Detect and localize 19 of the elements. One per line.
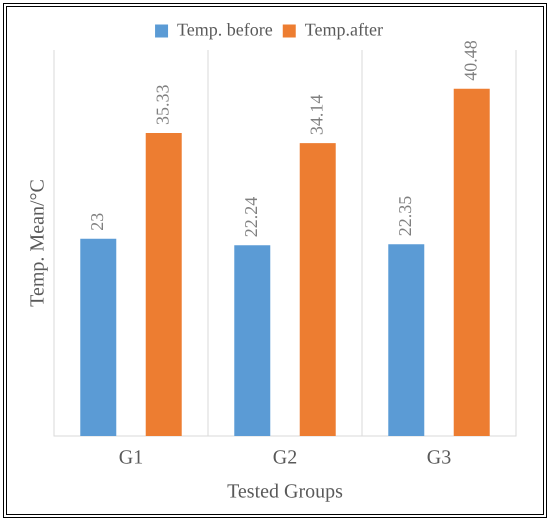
data-label: 23	[87, 212, 108, 231]
bar	[80, 238, 116, 436]
data-label: 35.33	[152, 84, 172, 125]
y-axis-title: Temp. Mean/°C	[26, 179, 48, 307]
bar	[388, 244, 424, 436]
data-label: 22.24	[241, 196, 262, 238]
x-tick-label: G3	[426, 446, 452, 468]
x-tick-label: G1	[118, 446, 144, 468]
legend-label: Temp. before	[177, 20, 273, 40]
bar	[146, 132, 182, 436]
legend-label: Temp.after	[304, 20, 383, 40]
data-label: 40.48	[460, 40, 480, 81]
bar	[454, 88, 490, 436]
x-tick-label: G2	[272, 446, 298, 468]
x-axis-title: Tested Groups	[227, 480, 344, 502]
bar	[234, 245, 270, 436]
bar	[300, 143, 336, 436]
data-label: 34.14	[306, 94, 326, 136]
data-label: 22.35	[395, 196, 416, 236]
